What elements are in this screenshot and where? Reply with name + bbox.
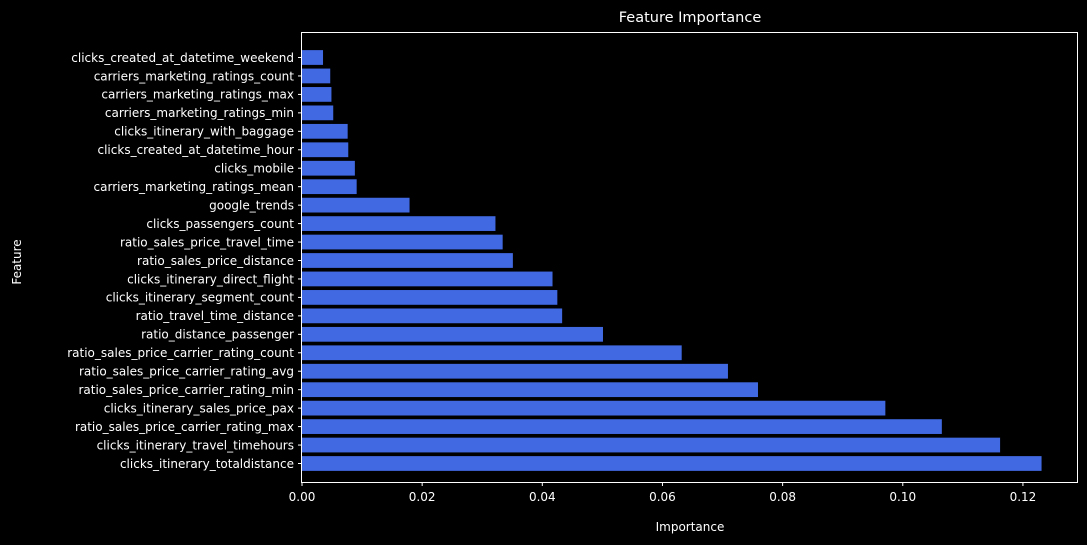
bar-ratio-sales-price-carrier-rating-count xyxy=(302,345,682,361)
bar-carriers-marketing-ratings-min xyxy=(302,105,334,121)
y-tick-label: ratio_sales_price_carrier_rating_min xyxy=(78,383,294,397)
y-tick-label: clicks_passengers_count xyxy=(146,217,294,231)
y-tick-label: clicks_itinerary_sales_price_pax xyxy=(104,401,294,415)
bar-ratio-sales-price-carrier-rating-avg xyxy=(302,363,728,379)
x-axis-ticks: 0.00 0.02 0.04 0.06 0.08 0.10 0.12 xyxy=(289,482,1037,504)
y-tick-label: ratio_distance_passenger xyxy=(141,328,294,342)
chart-title: Feature Importance xyxy=(619,10,762,26)
bar-clicks-itinerary-with-baggage xyxy=(302,123,348,139)
y-tick-label: carriers_marketing_ratings_max xyxy=(101,88,294,102)
bar-ratio-sales-price-carrier-rating-min xyxy=(302,382,758,398)
y-tick-label: ratio_travel_time_distance xyxy=(136,309,294,323)
bar-ratio-sales-price-distance xyxy=(302,253,513,268)
bars-layer xyxy=(302,50,1042,471)
x-tick-label: 0.08 xyxy=(769,490,796,504)
y-tick-label: ratio_sales_price_travel_time xyxy=(120,235,294,249)
y-tick-label: clicks_itinerary_segment_count xyxy=(106,291,295,305)
bar-clicks-itinerary-sales-price-pax xyxy=(302,400,886,416)
bar-carriers-marketing-ratings-count xyxy=(302,68,331,84)
x-tick-label: 0.10 xyxy=(889,490,916,504)
bar-ratio-sales-price-carrier-rating-max xyxy=(302,419,942,434)
bar-clicks-mobile xyxy=(302,160,355,176)
y-tick-label: google_trends xyxy=(209,198,294,212)
y-tick-label: ratio_sales_price_carrier_rating_max xyxy=(75,420,294,434)
bar-ratio-distance-passenger xyxy=(302,326,603,342)
x-tick-label: 0.04 xyxy=(529,490,556,504)
x-axis-title: Importance xyxy=(656,520,725,534)
y-tick-label: ratio_sales_price_carrier_rating_count xyxy=(67,346,294,360)
x-tick-label: 0.12 xyxy=(1010,490,1037,504)
bar-clicks-passengers-count xyxy=(302,216,496,231)
x-tick-label: 0.00 xyxy=(289,490,316,504)
x-tick-label: 0.02 xyxy=(409,490,436,504)
y-tick-label: clicks_itinerary_totaldistance xyxy=(120,457,294,471)
y-tick-label: carriers_marketing_ratings_min xyxy=(105,106,294,120)
y-axis-ticks: clicks_itinerary_totaldistance clicks_iti… xyxy=(67,51,302,471)
y-tick-label: ratio_sales_price_distance xyxy=(137,254,294,268)
plot-frame xyxy=(301,32,1078,483)
y-tick-label: carriers_marketing_ratings_count xyxy=(94,69,295,83)
y-tick-label: carriers_marketing_ratings_mean xyxy=(94,180,294,194)
bar-ratio-travel-time-distance xyxy=(302,308,563,324)
x-tick-label: 0.06 xyxy=(649,490,676,504)
bar-clicks-itinerary-travel-timehours xyxy=(302,437,1001,453)
y-tick-label: clicks_itinerary_travel_timehours xyxy=(97,438,294,452)
y-tick-label: ratio_sales_price_carrier_rating_avg xyxy=(79,365,294,379)
bar-clicks-created-at-datetime-weekend xyxy=(302,50,324,65)
bar-carriers-marketing-ratings-mean xyxy=(302,179,357,195)
y-tick-label: clicks_itinerary_direct_flight xyxy=(127,272,294,286)
bar-clicks-itinerary-direct-flight xyxy=(302,271,553,287)
bar-ratio-sales-price-travel-time xyxy=(302,234,503,250)
y-tick-label: clicks_created_at_datetime_weekend xyxy=(71,51,294,65)
bar-carriers-marketing-ratings-max xyxy=(302,87,332,102)
bar-clicks-itinerary-totaldistance xyxy=(302,456,1042,471)
bar-google-trends xyxy=(302,197,410,213)
bar-clicks-itinerary-segment-count xyxy=(302,290,558,305)
bar-clicks-created-at-datetime-hour xyxy=(302,142,349,158)
y-axis-title: Feature xyxy=(10,239,24,284)
y-tick-label: clicks_itinerary_with_baggage xyxy=(114,125,294,139)
y-tick-label: clicks_mobile xyxy=(214,162,294,176)
y-tick-label: clicks_created_at_datetime_hour xyxy=(98,143,295,157)
